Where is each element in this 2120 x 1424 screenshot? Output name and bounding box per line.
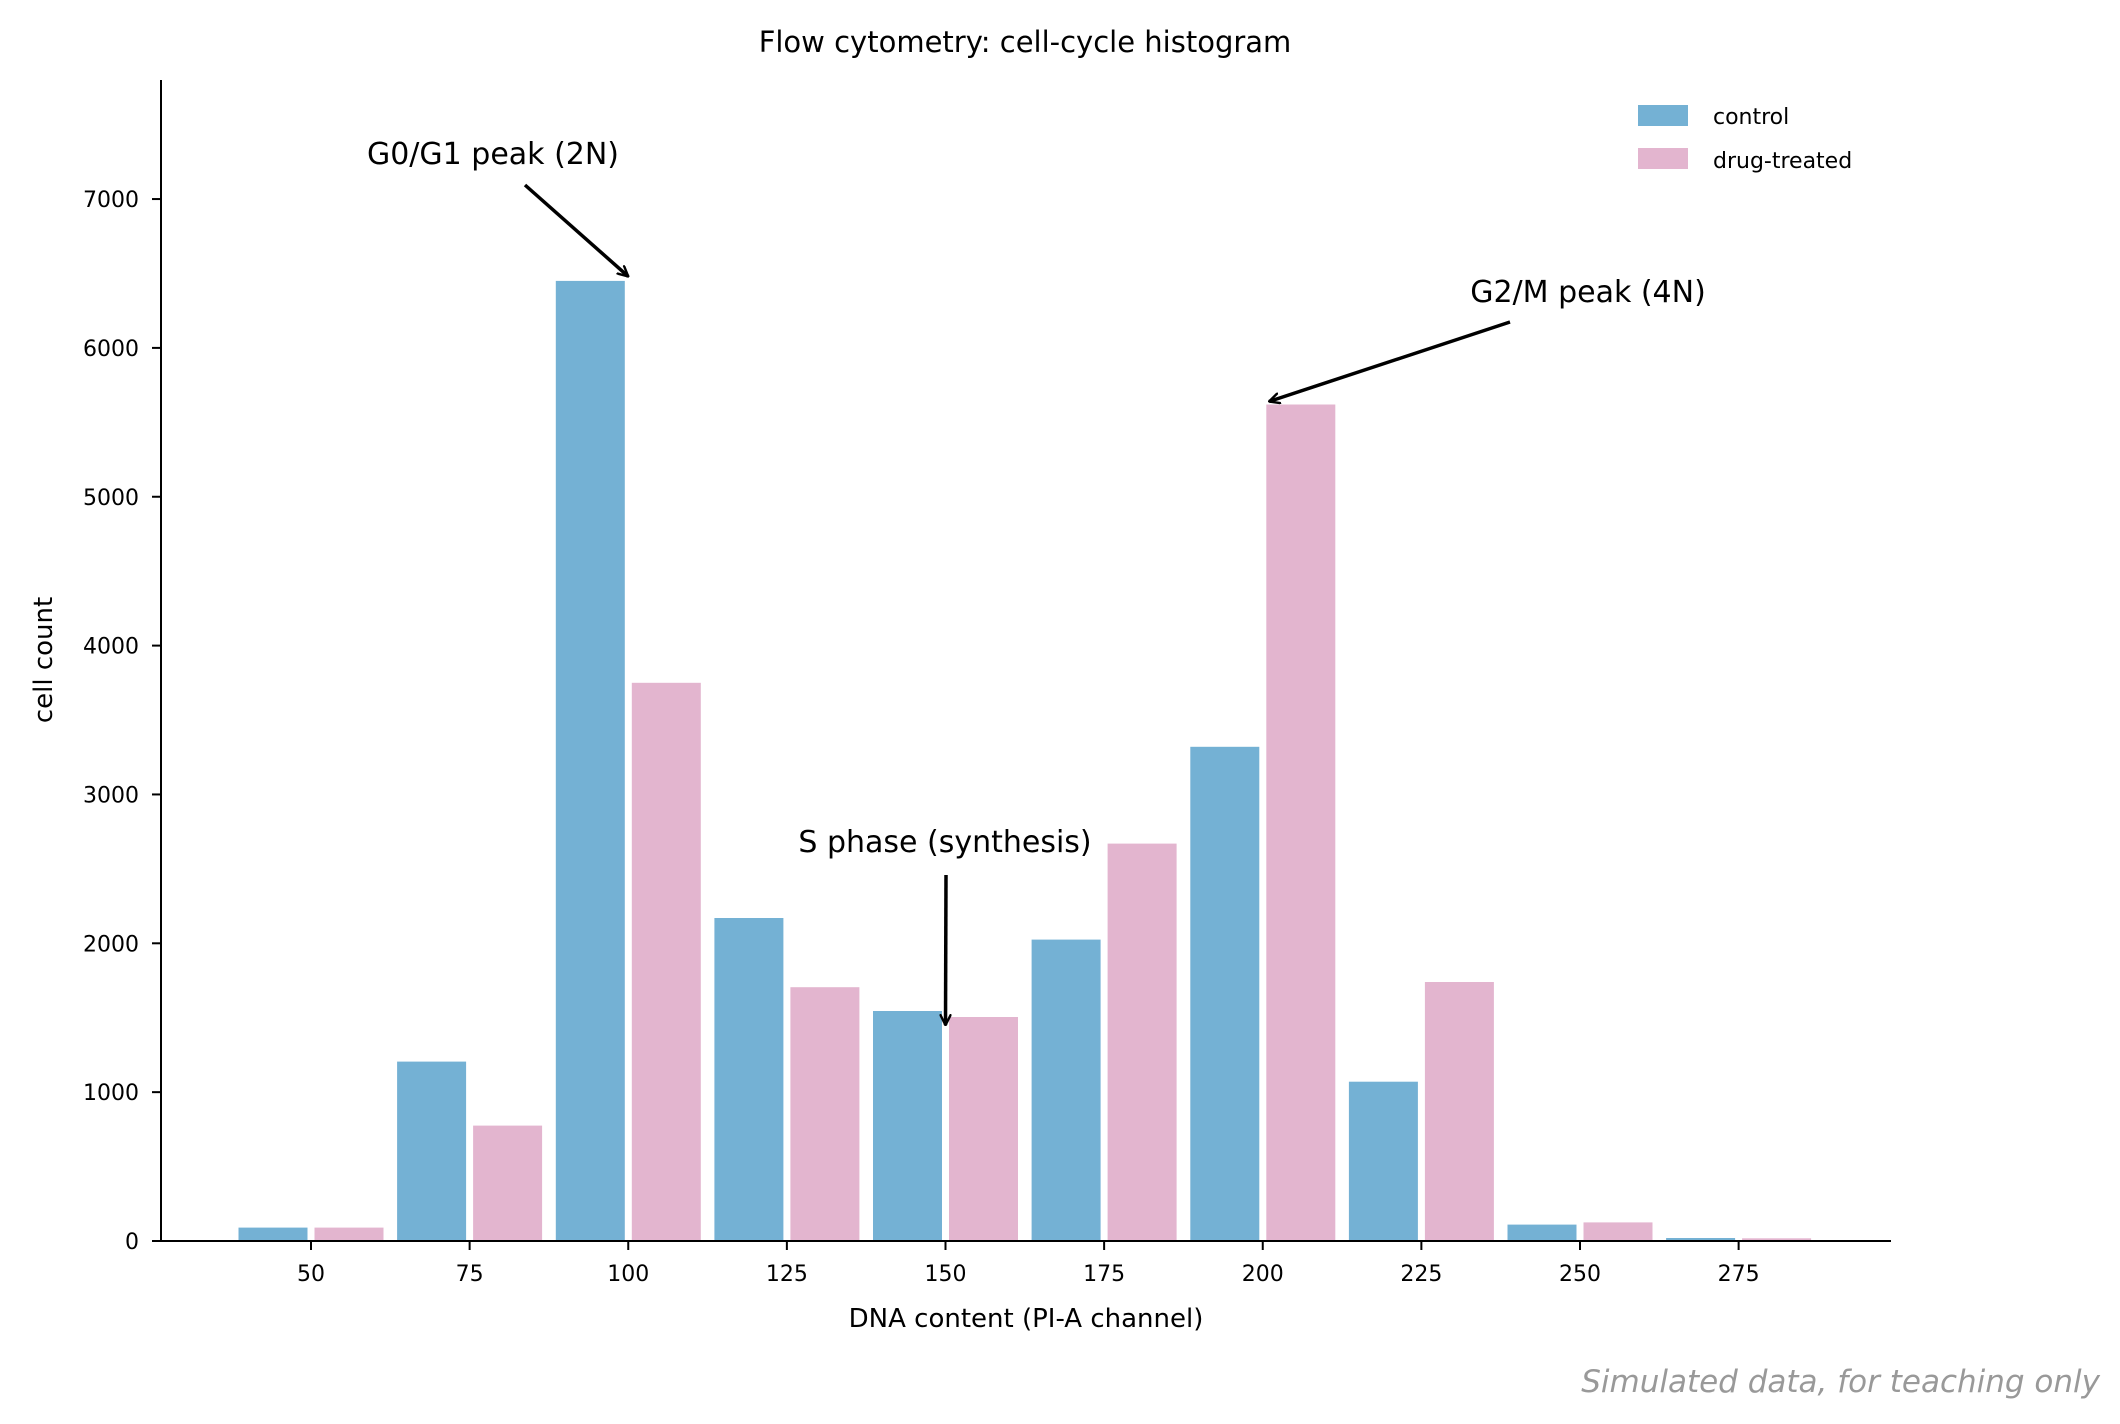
y-tick-label: 4000 — [83, 635, 139, 660]
y-tick-label: 5000 — [83, 486, 139, 511]
annotation-s-label: S phase (synthesis) — [798, 825, 1091, 860]
legend-label-drug-treated: drug-treated — [1713, 149, 1852, 174]
y-tick-label: 0 — [125, 1230, 139, 1255]
bar-group — [238, 280, 1812, 1241]
bar-drug-treated-275 — [1742, 1238, 1812, 1241]
x-tick-label: 200 — [1242, 1262, 1284, 1287]
y-tick-label: 3000 — [83, 783, 139, 808]
bar-drug-treated-75 — [473, 1125, 543, 1241]
annotation-s-arrow — [946, 874, 947, 1025]
x-tick-label: 250 — [1559, 1262, 1601, 1287]
bar-control-250 — [1507, 1224, 1577, 1241]
bar-control-225 — [1348, 1081, 1418, 1241]
bar-control-275 — [1666, 1238, 1736, 1241]
legend-swatch-drug-treated — [1638, 148, 1688, 169]
bar-drug-treated-100 — [631, 682, 701, 1241]
bar-control-125 — [714, 918, 784, 1241]
x-tick-label: 175 — [1083, 1262, 1125, 1287]
footer-note: Simulated data, for teaching only — [1581, 1364, 2100, 1400]
bar-drug-treated-175 — [1107, 843, 1177, 1241]
bar-control-50 — [238, 1227, 308, 1241]
bar-control-150 — [873, 1011, 942, 1241]
x-tick-label: 50 — [297, 1262, 325, 1287]
bar-control-100 — [555, 280, 625, 1241]
x-tick-group: 50 75 100 125 150 175 200 225 250 275 — [297, 1241, 1760, 1287]
bar-drug-treated-50 — [314, 1227, 384, 1241]
bar-drug-treated-225 — [1424, 982, 1494, 1241]
legend: control drug-treated — [1638, 105, 1852, 174]
y-tick-label: 7000 — [83, 188, 139, 213]
x-tick-label: 75 — [456, 1262, 484, 1287]
bar-control-200 — [1190, 746, 1260, 1241]
chart-title: Flow cytometry: cell-cycle histogram — [759, 25, 1292, 59]
x-tick-label: 275 — [1718, 1262, 1760, 1287]
annotation-g2-m-label: G2/M peak (4N) — [1470, 275, 1706, 310]
annotation-g0-g1-label: G0/G1 peak (2N) — [367, 137, 619, 172]
annotation-g2-m-arrow — [1269, 320, 1511, 401]
x-tick-label: 100 — [607, 1262, 649, 1287]
legend-label-control: control — [1713, 105, 1789, 130]
y-axis-label: cell count — [29, 597, 59, 723]
y-tick-label: 2000 — [83, 932, 139, 957]
bar-control-75 — [397, 1061, 467, 1241]
annotation-group: G0/G1 peak (2N) S phase (synthesis) G2/M p… — [367, 137, 1706, 1025]
x-axis-label: DNA content (PI-A channel) — [849, 1304, 1204, 1334]
x-tick-label: 125 — [766, 1262, 808, 1287]
y-tick-label: 6000 — [83, 337, 139, 362]
bar-drug-treated-250 — [1583, 1222, 1653, 1241]
y-tick-group: 0 1000 2000 3000 4000 5000 6000 7000 — [83, 188, 161, 1255]
y-tick-label: 1000 — [83, 1081, 139, 1106]
legend-swatch-control — [1638, 105, 1688, 126]
bar-drug-treated-200 — [1266, 404, 1336, 1241]
bar-control-175 — [1031, 939, 1101, 1241]
x-tick-label: 225 — [1400, 1262, 1442, 1287]
annotation-g0-g1-arrow — [523, 183, 628, 278]
x-tick-label: 150 — [925, 1262, 967, 1287]
bar-drug-treated-125 — [790, 987, 860, 1241]
bar-drug-treated-150 — [949, 1017, 1018, 1241]
